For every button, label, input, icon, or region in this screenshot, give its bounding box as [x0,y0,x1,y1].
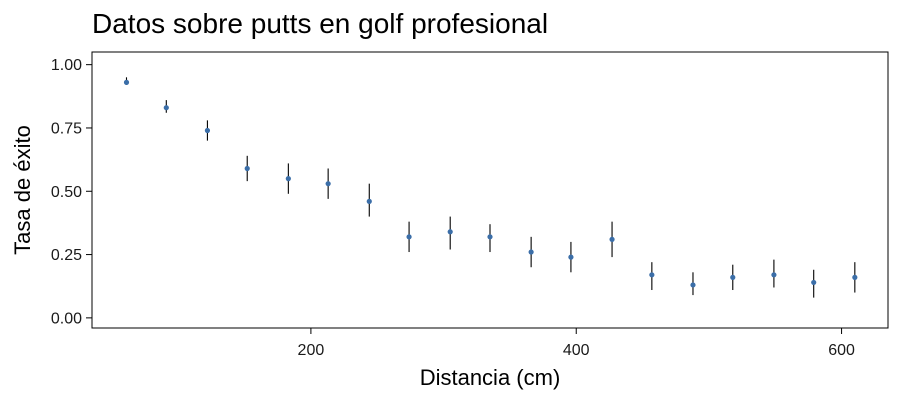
error-bars [125,77,856,298]
y-axis: 0.00 0.25 0.50 0.75 1.00 [51,57,92,327]
y-tick-label: 1.00 [51,57,82,74]
data-point [325,181,331,187]
x-axis-label: Distancia (cm) [420,365,561,390]
y-tick-label: 0.25 [51,247,82,264]
y-tick-label: 0.50 [51,184,82,201]
x-tick-label: 400 [563,342,590,359]
data-point [609,236,615,242]
data-point [852,274,858,280]
data-point [730,274,736,280]
data-point [204,127,211,134]
plot-frame [91,51,889,329]
data-point [811,279,817,286]
data-point [649,272,655,278]
data-point [406,234,412,240]
data-point [690,282,696,288]
chart-title: Datos sobre putts en golf profesional [92,8,548,39]
data-points [123,79,858,288]
data-point [487,234,493,240]
x-tick-label: 600 [828,342,855,359]
x-tick-label: 200 [298,342,325,359]
data-point [244,165,250,172]
x-axis: 200 400 600 [298,328,855,359]
data-point [771,272,777,278]
data-point [528,249,534,255]
data-point [285,176,291,182]
data-point [568,254,574,260]
y-axis-label: Tasa de éxito [10,125,35,255]
y-tick-label: 0.75 [51,120,82,137]
data-point [123,79,130,85]
data-point [447,229,453,235]
y-tick-label: 0.00 [51,310,82,327]
data-point [163,105,169,111]
data-point [366,198,372,204]
